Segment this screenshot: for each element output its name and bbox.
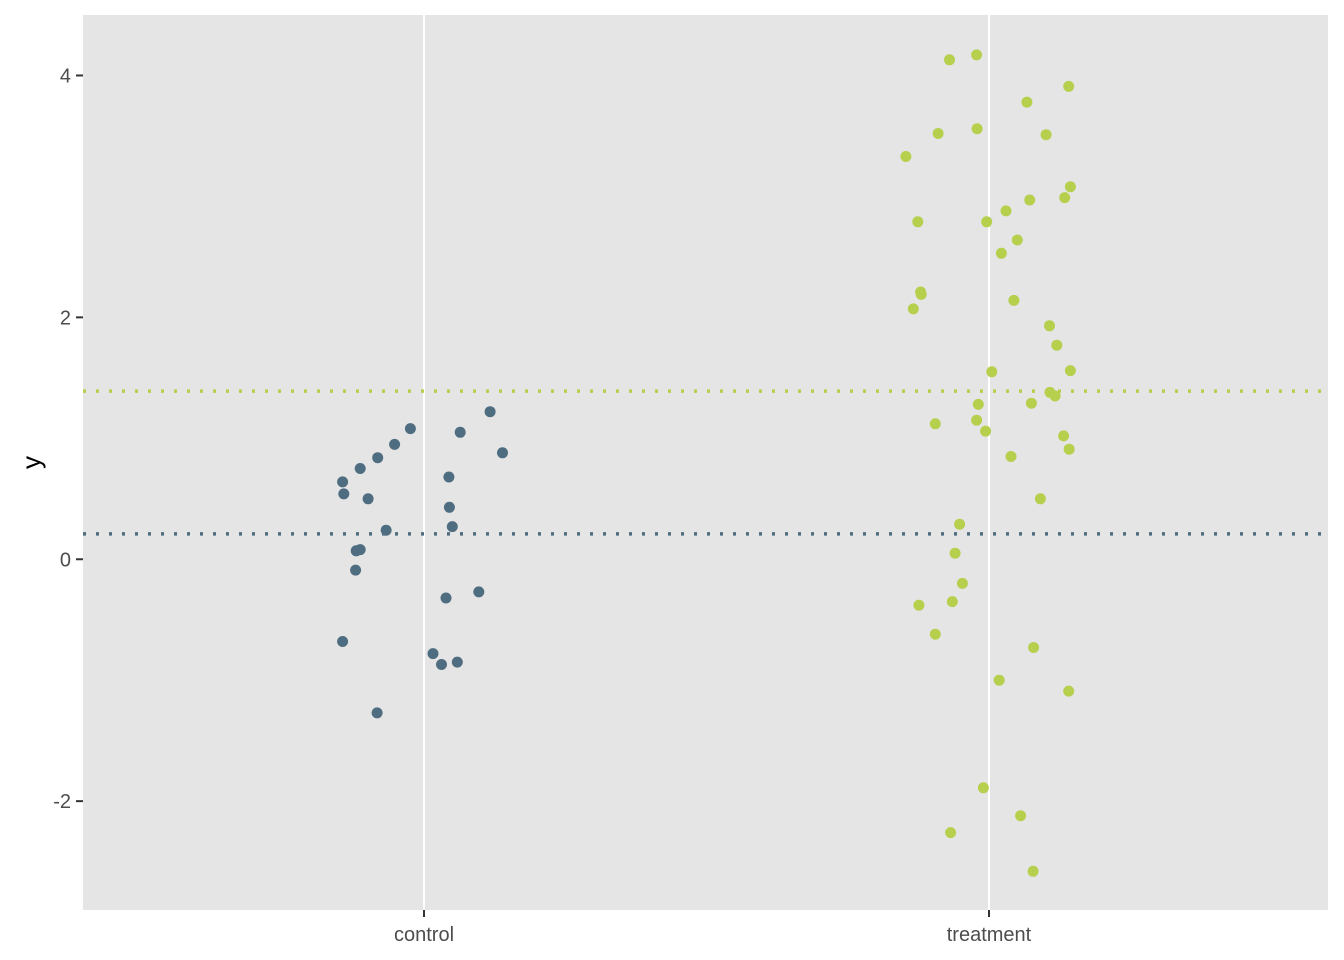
- point-treatment-26: [1005, 451, 1017, 462]
- point-control-23: [497, 447, 508, 459]
- point-treatment-30: [1021, 96, 1033, 108]
- point-control-22: [484, 406, 496, 418]
- point-treatment-35: [1034, 493, 1046, 505]
- point-treatment-13: [954, 518, 966, 530]
- point-control-20: [454, 426, 466, 438]
- y-tick-label: 2: [60, 307, 71, 329]
- y-tick-label: 0: [60, 549, 71, 571]
- point-treatment-17: [971, 123, 983, 135]
- point-treatment-14: [956, 577, 968, 589]
- point-control-18: [446, 521, 458, 533]
- point-treatment-43: [1063, 80, 1075, 92]
- point-control-11: [389, 438, 401, 450]
- point-treatment-31: [1024, 194, 1036, 206]
- point-treatment-41: [1058, 430, 1070, 442]
- point-control-14: [436, 659, 447, 670]
- x-tick-label: treatment: [947, 924, 1032, 946]
- point-treatment-0: [900, 151, 912, 162]
- point-treatment-18: [972, 398, 984, 410]
- point-control-6: [354, 463, 366, 474]
- point-control-12: [404, 423, 416, 435]
- point-treatment-28: [1011, 234, 1023, 246]
- point-treatment-36: [1040, 129, 1052, 141]
- y-tick-label: -2: [53, 791, 71, 813]
- point-treatment-29: [1015, 810, 1027, 822]
- point-control-0: [337, 476, 349, 488]
- y-axis-title: y: [16, 456, 46, 469]
- point-treatment-8: [932, 128, 944, 139]
- point-treatment-23: [993, 674, 1005, 686]
- point-treatment-47: [1064, 365, 1076, 377]
- point-treatment-11: [946, 596, 958, 608]
- point-treatment-25: [1000, 205, 1012, 217]
- point-control-15: [440, 592, 452, 604]
- point-treatment-32: [1025, 397, 1037, 409]
- point-control-9: [371, 707, 383, 719]
- point-control-5: [350, 564, 362, 576]
- point-treatment-3: [913, 599, 925, 611]
- point-treatment-42: [1059, 192, 1071, 204]
- point-treatment-15: [971, 49, 983, 61]
- point-control-1: [338, 488, 350, 500]
- point-treatment-5: [915, 288, 927, 300]
- axes: -2 0 2 4 control treatment: [53, 65, 1031, 946]
- point-control-7: [362, 493, 374, 505]
- point-treatment-24: [995, 247, 1007, 259]
- point-treatment-40: [1051, 339, 1063, 351]
- point-treatment-7: [929, 628, 941, 640]
- point-control-19: [451, 656, 463, 668]
- point-treatment-33: [1027, 865, 1039, 877]
- point-control-8: [372, 452, 384, 464]
- point-treatment-19: [977, 782, 989, 794]
- point-treatment-27: [1008, 294, 1020, 306]
- y-tick-label: 4: [60, 65, 71, 87]
- point-control-21: [473, 586, 485, 598]
- point-treatment-20: [980, 425, 992, 437]
- point-treatment-16: [971, 414, 983, 426]
- point-treatment-2: [912, 216, 924, 228]
- point-control-10: [380, 524, 392, 536]
- point-treatment-12: [949, 547, 961, 559]
- point-treatment-37: [1044, 320, 1055, 332]
- grid-lines: [423, 15, 990, 910]
- point-control-13: [427, 648, 439, 660]
- point-treatment-34: [1028, 642, 1040, 653]
- point-control-4: [354, 544, 366, 556]
- point-control-2: [337, 636, 349, 647]
- point-treatment-10: [945, 827, 957, 839]
- point-treatment-39: [1049, 390, 1061, 402]
- point-treatment-6: [929, 418, 941, 430]
- point-treatment-1: [907, 303, 919, 315]
- x-tick-label: control: [394, 924, 454, 946]
- point-treatment-46: [1064, 181, 1076, 193]
- data-points: [337, 49, 1076, 877]
- point-control-16: [443, 471, 455, 483]
- point-control-17: [443, 501, 455, 513]
- point-treatment-22: [986, 366, 998, 378]
- plot-panel: [83, 15, 1328, 910]
- point-treatment-21: [981, 216, 993, 228]
- point-treatment-44: [1063, 685, 1075, 697]
- point-treatment-45: [1063, 443, 1075, 455]
- point-treatment-9: [944, 54, 955, 66]
